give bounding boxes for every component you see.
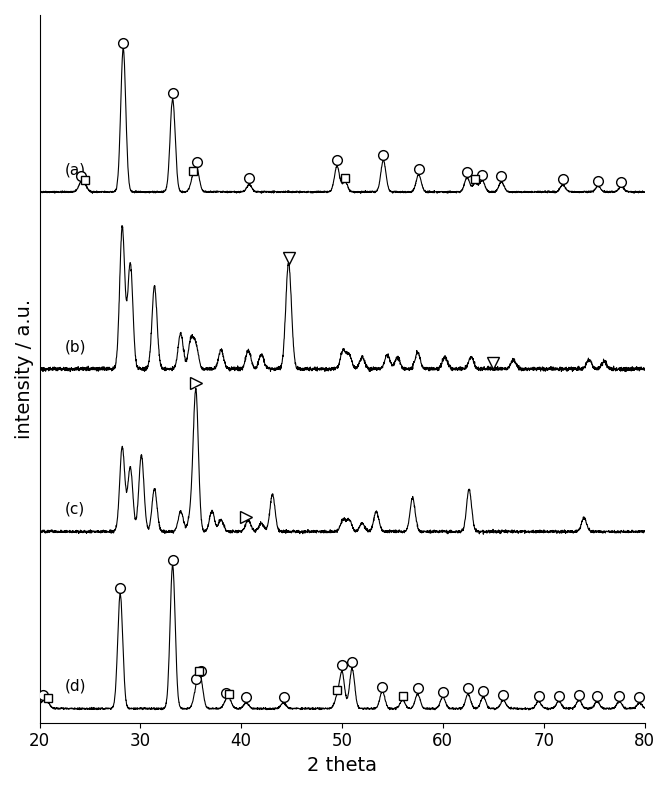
Text: (b): (b) — [65, 339, 86, 354]
Text: (d): (d) — [65, 679, 86, 694]
Text: (a): (a) — [65, 162, 86, 177]
Text: (c): (c) — [65, 502, 85, 517]
Y-axis label: intensity / a.u.: intensity / a.u. — [15, 299, 34, 439]
X-axis label: 2 theta: 2 theta — [307, 756, 377, 775]
